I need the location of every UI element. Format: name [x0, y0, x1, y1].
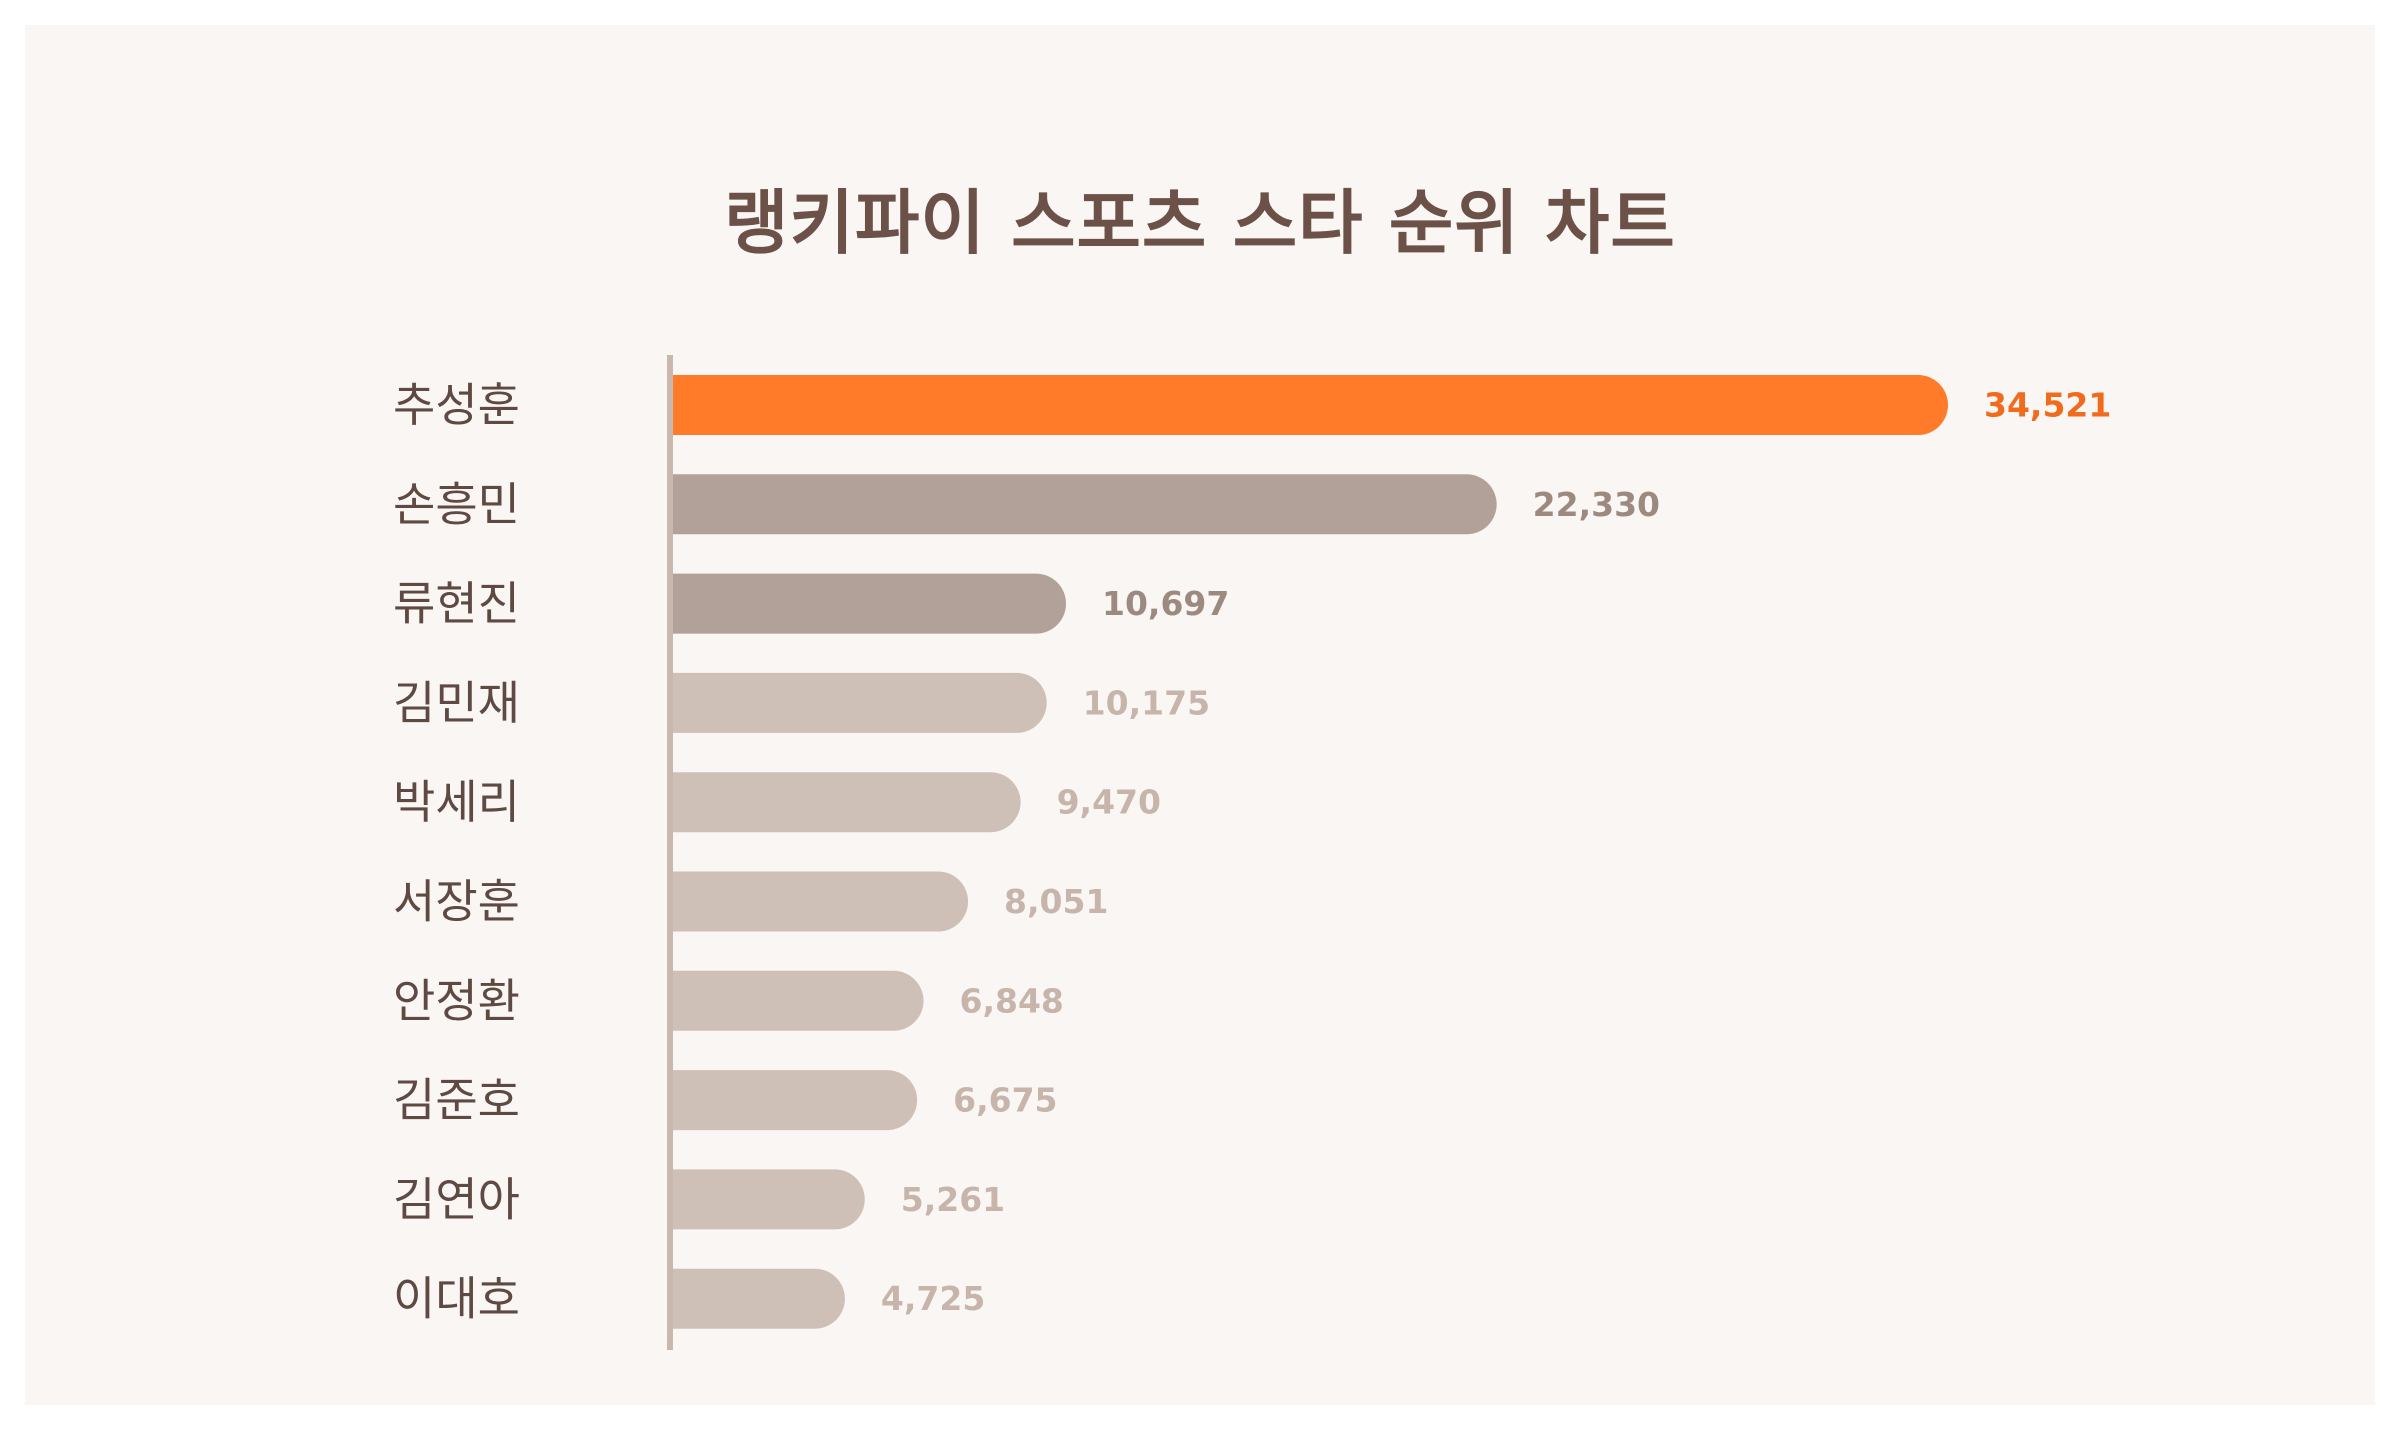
category-label-6: 서장훈	[393, 875, 520, 929]
bar-2	[670, 474, 1497, 535]
bar-5	[670, 772, 1021, 833]
value-label-2: 22,330	[1533, 485, 1660, 524]
chart-card	[25, 25, 2375, 1405]
bar-3	[670, 573, 1067, 634]
bar-9	[670, 1169, 865, 1230]
value-label-1: 34,521	[1984, 386, 2111, 425]
value-label-4: 10,175	[1083, 683, 1210, 722]
bar-6	[670, 871, 969, 932]
labels-layer: 추성훈 34,521 손흥민 22,330 류현진 10,697 김민재 10,175 박세리 9…	[393, 378, 2111, 1326]
value-label-7: 6,848	[960, 981, 1064, 1020]
category-label-3: 류현진	[393, 577, 520, 631]
category-label-8: 김준호	[393, 1073, 520, 1127]
value-label-10: 4,725	[881, 1279, 985, 1318]
bars-layer	[670, 375, 1948, 1329]
category-label-9: 김연아	[393, 1172, 520, 1226]
bar-4	[670, 672, 1047, 733]
category-label-5: 박세리	[393, 775, 520, 829]
value-label-8: 6,675	[953, 1081, 1057, 1120]
value-label-3: 10,697	[1102, 584, 1229, 623]
category-label-4: 김민재	[393, 676, 520, 730]
chart-title: 랭키파이 스포츠 스타 순위 차트	[724, 182, 1676, 264]
value-label-5: 9,470	[1057, 783, 1161, 822]
category-label-1: 추성훈	[393, 378, 520, 432]
bar-10	[670, 1268, 845, 1329]
bar-8	[670, 1070, 918, 1131]
value-label-6: 8,051	[1004, 882, 1108, 921]
bar-7	[670, 970, 924, 1031]
category-label-2: 손흥민	[393, 477, 520, 531]
bar-1	[670, 375, 1948, 435]
category-label-7: 안정환	[393, 974, 520, 1028]
category-label-10: 이대호	[393, 1272, 520, 1326]
value-label-9: 5,261	[901, 1180, 1005, 1219]
